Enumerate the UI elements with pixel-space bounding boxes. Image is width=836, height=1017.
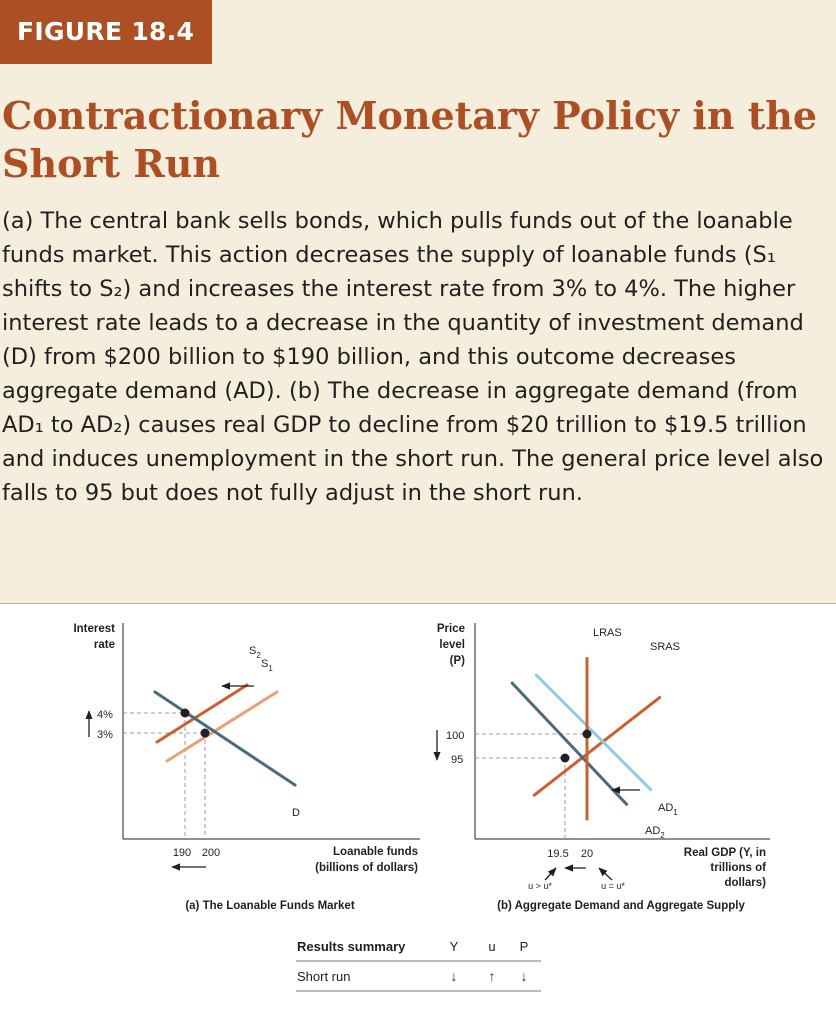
figure-label: FIGURE 18.4 — [0, 0, 212, 64]
b-xlabel-line-1: Real GDP (Y, in — [684, 847, 766, 859]
b-ylabel-line-1: Price — [437, 623, 465, 635]
b-ylabel-line-3: (P) — [450, 655, 466, 667]
b-ytick-95: 95 — [451, 754, 463, 766]
b-xtick-20: 20 — [581, 848, 593, 860]
a-ylabel-line-1: Interest — [73, 623, 115, 635]
b-ytick-100: 100 — [446, 730, 464, 742]
b-panel-title: (b) Aggregate Demand and Aggregate Suppl… — [497, 900, 745, 912]
a-curve-s2 — [155, 683, 249, 744]
b-curve-ad2 — [510, 681, 629, 806]
a-ytick-4: 4% — [97, 709, 113, 721]
a-ylabel-line-2: rate — [94, 639, 115, 651]
a-curve-s1 — [165, 690, 279, 763]
b-xlabel-line-2: trillions of — [710, 862, 766, 874]
ad-as-chart: Price level (P) LRAS SRAS AD1 AD2 100 95… — [433, 623, 770, 912]
figure-title: Contractionary Monetary Policy in the Sh… — [2, 93, 818, 186]
a-equilibrium-old — [200, 728, 210, 738]
results-col-p: P — [520, 939, 529, 954]
b-label-ad1: AD1 — [658, 802, 678, 817]
b-note-u-above: u > u* — [528, 881, 552, 891]
a-label-d: D — [292, 807, 300, 819]
b-ylabel-line-2: level — [439, 639, 465, 651]
a-label-s2: S2 — [249, 645, 261, 660]
b-label-sras: SRAS — [650, 641, 680, 653]
b-label-ad2: AD2 — [645, 825, 665, 840]
a-panel-title: (a) The Loanable Funds Market — [185, 900, 354, 912]
a-label-s1: S1 — [261, 658, 273, 673]
a-curve-d — [153, 690, 297, 787]
loanable-funds-chart: Interest rate S2 S1 D 4% 3% 190 200 Loan… — [73, 623, 420, 912]
results-row-p: ↓ — [521, 968, 528, 984]
a-ytick-3: 3% — [97, 729, 113, 741]
b-note-u-equal: u = u* — [601, 881, 625, 891]
results-summary-table: Results summary Y u P Short run ↓ ↑ ↓ — [296, 939, 541, 992]
b-equilibrium-initial — [582, 729, 592, 739]
a-xlabel-line-1: Loanable funds — [333, 846, 418, 858]
results-header: Results summary — [297, 939, 406, 954]
b-natural-rate-arrow — [598, 867, 613, 881]
results-row-label: Short run — [297, 969, 350, 984]
b-xlabel-line-3: dollars) — [724, 877, 766, 889]
a-xtick-200: 200 — [202, 847, 220, 859]
b-equilibrium-short-run — [560, 753, 570, 763]
b-curve-sras — [532, 696, 662, 797]
results-col-u: u — [488, 939, 495, 954]
results-row-y: ↓ — [451, 968, 458, 984]
b-label-lras: LRAS — [593, 627, 622, 639]
a-equilibrium-new — [180, 708, 190, 718]
chart-panel — [0, 603, 836, 1017]
b-unemployment-up-arrow — [544, 867, 557, 881]
figure-caption: (a) The central bank sells bonds, which … — [2, 208, 824, 506]
b-curve-ad1 — [534, 673, 653, 792]
results-col-y: Y — [450, 939, 459, 954]
results-row-u: ↑ — [489, 968, 496, 984]
charts-svg: Interest rate S2 S1 D 4% 3% 190 200 Loan… — [73, 623, 770, 992]
b-xtick-19-5: 19.5 — [547, 848, 568, 860]
a-xlabel-line-2: (billions of dollars) — [315, 862, 418, 874]
a-xtick-190: 190 — [173, 847, 191, 859]
